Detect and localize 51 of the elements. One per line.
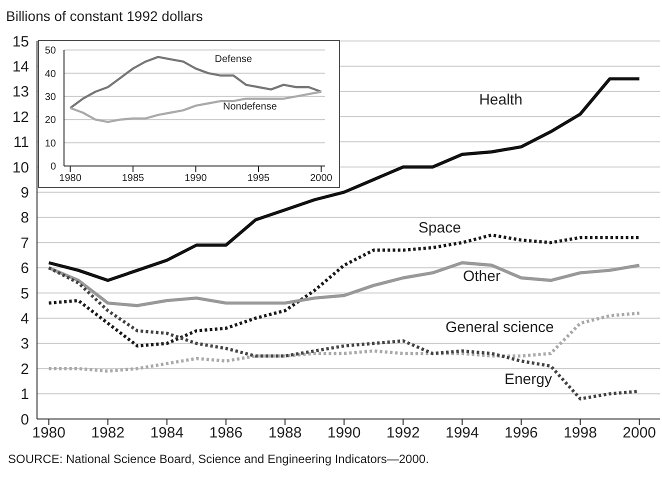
line-series — [47, 77, 641, 282]
line-series — [69, 56, 322, 110]
y-tick-label: 15 — [12, 33, 29, 50]
y-tick-label: 2 — [20, 360, 29, 378]
series-label: General science — [446, 318, 554, 336]
x-tick-label: 1982 — [91, 424, 125, 442]
y-tick-label: 0 — [50, 162, 56, 173]
series-label: Nondefense — [222, 101, 278, 112]
y-tick-label: 7 — [20, 234, 29, 252]
series-label: Defense — [214, 54, 252, 66]
x-tick-label: 1980 — [32, 424, 66, 442]
series-label: Energy — [504, 371, 552, 388]
line-series — [47, 312, 641, 373]
x-tick-label: 1980 — [59, 173, 82, 184]
y-tick-label: 10 — [44, 138, 56, 150]
x-tick-label: 1990 — [327, 424, 361, 442]
x-tick-label: 1998 — [564, 424, 597, 442]
y-tick-label: 9 — [20, 184, 29, 202]
y-tick-label: 3 — [20, 336, 29, 353]
x-tick-label: 1990 — [184, 173, 208, 184]
y-tick-label: 10 — [12, 159, 29, 176]
y-tick-label: 11 — [13, 134, 29, 152]
y-axis-title: Billions of constant 1992 dollars — [6, 8, 203, 24]
y-tick-label: 1 — [20, 386, 29, 404]
y-tick-label: 50 — [44, 46, 56, 57]
line-series — [69, 90, 322, 124]
x-tick-label: 1995 — [247, 173, 270, 184]
y-tick-label: 12 — [12, 108, 29, 126]
source-note: SOURCE: National Science Board, Science and Engineering Indicators—2000. — [8, 452, 429, 466]
x-tick-label: 1984 — [150, 424, 184, 442]
y-tick-label: 8 — [20, 210, 29, 227]
series-label: Other — [462, 268, 500, 286]
y-tick-label: 14 — [12, 58, 29, 76]
y-tick-label: 20 — [44, 115, 56, 126]
y-tick-label: 30 — [44, 92, 56, 103]
y-tick-label: 4 — [20, 310, 29, 328]
y-tick-label: 13 — [12, 84, 29, 101]
x-tick-label: 1988 — [268, 424, 302, 442]
y-tick-label: 40 — [44, 68, 56, 80]
x-tick-label: 1992 — [386, 424, 420, 442]
y-tick-label: 0 — [20, 411, 29, 428]
x-tick-label: 1985 — [122, 173, 145, 184]
x-tick-label: 1986 — [209, 424, 243, 442]
x-tick-label: 1996 — [504, 424, 538, 442]
x-tick-label: 2000 — [310, 173, 333, 184]
text: Health — [479, 92, 522, 109]
y-tick-label: 6 — [20, 260, 29, 278]
series-label: Space — [418, 220, 461, 237]
x-tick-label: 1994 — [445, 424, 479, 442]
y-tick-label: 5 — [20, 285, 29, 302]
x-tick-label: 2000 — [622, 424, 656, 442]
